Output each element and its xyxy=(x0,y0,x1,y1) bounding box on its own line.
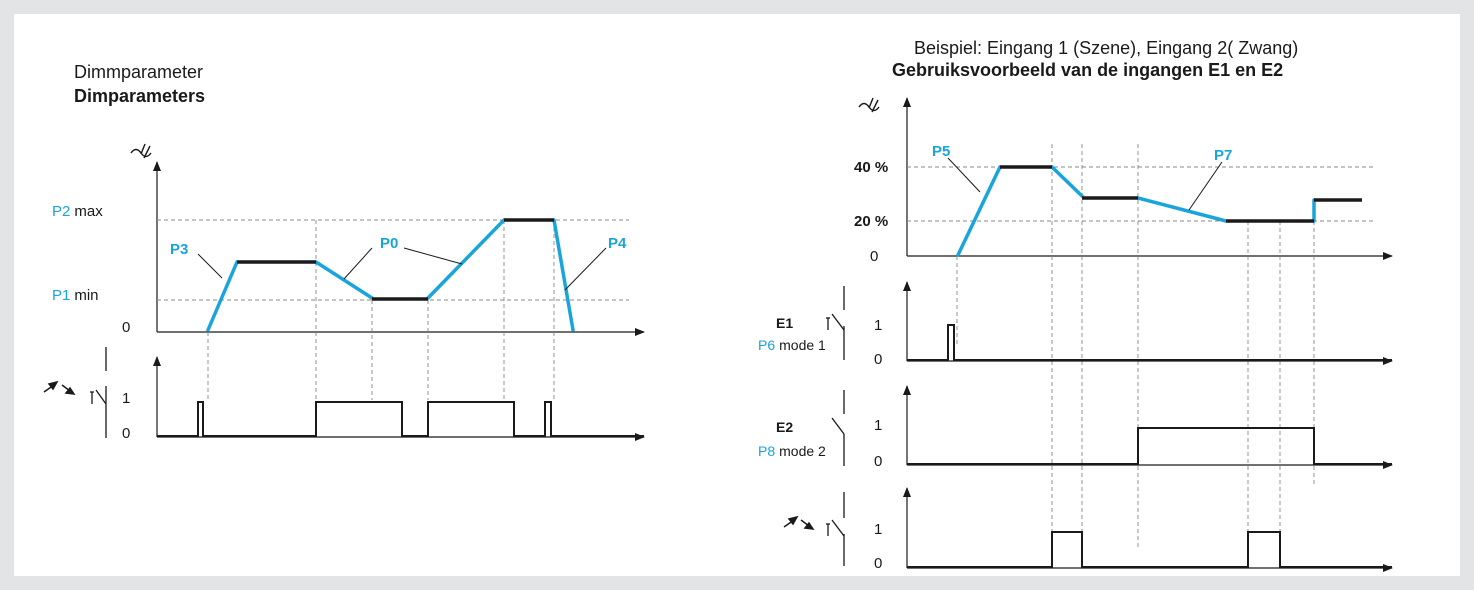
e1-trace xyxy=(907,324,1392,361)
p7-label: P7 xyxy=(1214,147,1232,164)
right-zero-label: 0 xyxy=(870,248,878,265)
left-title: Dimmparameter xyxy=(74,62,203,82)
p3-label: P3 xyxy=(170,241,188,258)
arrow-icon xyxy=(43,380,76,395)
left-dim-axes xyxy=(153,161,645,336)
left-pulse-axes xyxy=(153,356,645,441)
p4-label: P4 xyxy=(608,235,627,252)
dimmer-symbol-icon xyxy=(130,143,152,159)
left-ramps xyxy=(206,218,575,332)
right-ramps xyxy=(956,165,1316,257)
e2-zero-label: 0 xyxy=(874,453,882,470)
pb-axes xyxy=(903,487,1393,572)
e2-trace xyxy=(907,427,1392,465)
diagram-frame: Dimmparameter Dimparameters xyxy=(14,14,1460,576)
e2-axes xyxy=(903,385,1393,469)
left-plateaus xyxy=(237,218,554,301)
p6-label: P6 xyxy=(758,337,775,353)
p40-label: 40 % xyxy=(854,159,888,176)
p2-label: P2 xyxy=(52,203,70,220)
e1-zero-label: 0 xyxy=(874,351,882,368)
right-guides xyxy=(907,144,1374,549)
max-label: max xyxy=(74,203,103,220)
pb-zero-label: 0 xyxy=(874,555,882,572)
push-button-icon xyxy=(826,492,845,566)
e2-one-label: 1 xyxy=(874,417,882,434)
min-label: min xyxy=(74,287,98,304)
p0-label: P0 xyxy=(380,235,398,252)
right-title: Beispiel: Eingang 1 (Szene), Eingang 2( … xyxy=(914,38,1298,58)
switch-icon xyxy=(831,390,845,466)
right-plateaus xyxy=(1000,165,1362,223)
zero-label: 0 xyxy=(122,319,130,336)
left-pulse-trace xyxy=(157,401,644,437)
e1-label: E1 xyxy=(776,315,793,331)
e1-axes xyxy=(903,281,1393,365)
right-panel: Beispiel: Eingang 1 (Szene), Eingang 2( … xyxy=(758,38,1393,572)
diagram-canvas: Dimmparameter Dimparameters xyxy=(43,38,1393,572)
pulse-zero-label: 0 xyxy=(122,425,130,442)
e1-one-label: 1 xyxy=(874,317,882,334)
right-subtitle: Gebruiksvoorbeeld van de ingangen E1 en … xyxy=(892,60,1283,80)
pb-one-label: 1 xyxy=(874,521,882,538)
right-dim-axes xyxy=(903,97,1393,260)
dimmer-symbol-icon xyxy=(858,97,880,113)
pb-trace xyxy=(907,531,1392,568)
arrow-icon xyxy=(783,515,815,530)
p8-label: P8 xyxy=(758,443,775,459)
right-callouts xyxy=(947,157,1223,211)
left-panel: Dimmparameter Dimparameters xyxy=(43,62,645,442)
p5-label: P5 xyxy=(932,143,950,160)
push-button-icon xyxy=(90,347,107,438)
left-subtitle: Dimparameters xyxy=(74,86,205,106)
push-button-icon xyxy=(826,286,845,360)
p20-label: 20 % xyxy=(854,213,888,230)
mode2-label: mode 2 xyxy=(779,443,826,459)
left-callouts xyxy=(197,247,607,291)
e2-label: E2 xyxy=(776,419,793,435)
pulse-one-label: 1 xyxy=(122,390,130,407)
p1-label: P1 xyxy=(52,287,70,304)
mode1-label: mode 1 xyxy=(779,337,826,353)
